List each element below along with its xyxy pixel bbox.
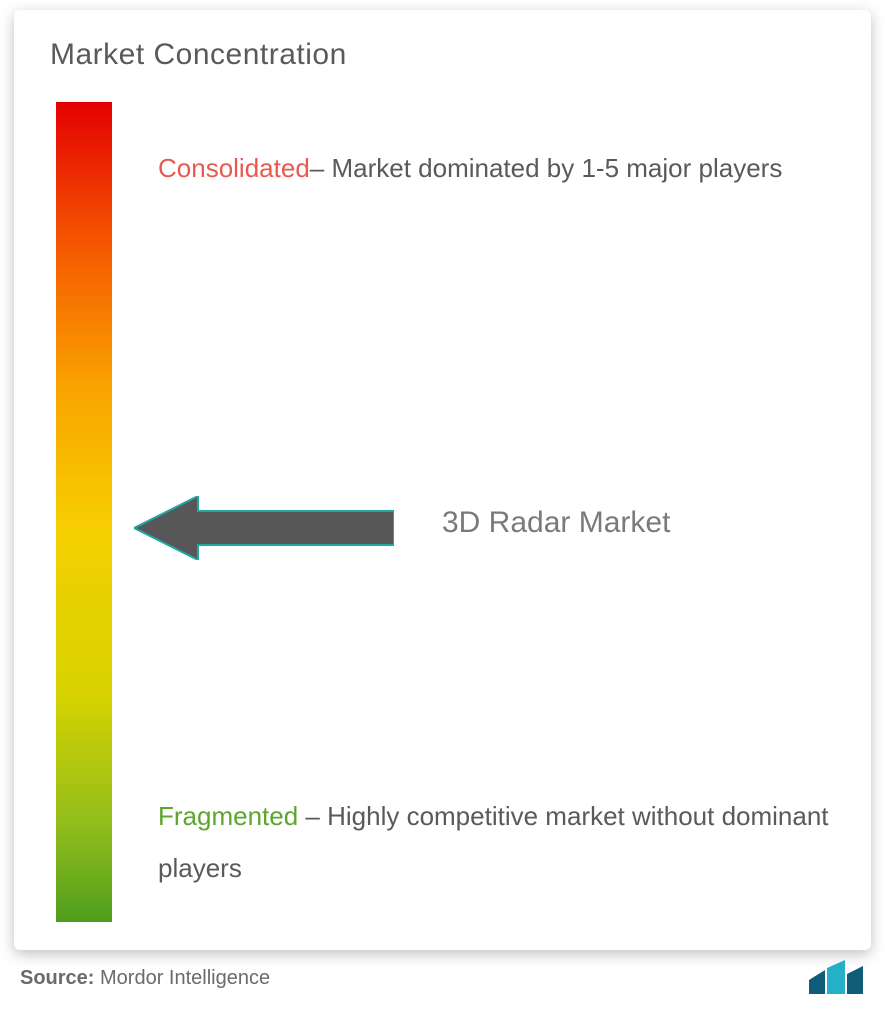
footer: Source: Mordor Intelligence [20, 960, 865, 996]
mordor-logo-icon [807, 960, 865, 996]
consolidated-rest: – Market dominated by 1-5 major players [310, 153, 783, 183]
source-text: Mordor Intelligence [94, 967, 270, 989]
concentration-gradient-bar [56, 102, 112, 922]
consolidated-keyword: Consolidated [158, 153, 310, 183]
source-attribution: Source: Mordor Intelligence [20, 967, 270, 990]
market-name-label: 3D Radar Market [442, 506, 670, 540]
market-concentration-card: Market Concentration Consolidated– Marke… [14, 10, 871, 950]
card-title: Market Concentration [50, 38, 835, 72]
fragmented-keyword: Fragmented [158, 801, 298, 831]
fragmented-description: Fragmented – Highly competitive market w… [158, 790, 878, 894]
arrow-icon [134, 496, 394, 560]
consolidated-description: Consolidated– Market dominated by 1-5 ma… [158, 142, 858, 194]
source-label: Source: [20, 967, 94, 989]
content-area: Consolidated– Market dominated by 1-5 ma… [50, 102, 835, 922]
position-arrow [134, 496, 394, 565]
